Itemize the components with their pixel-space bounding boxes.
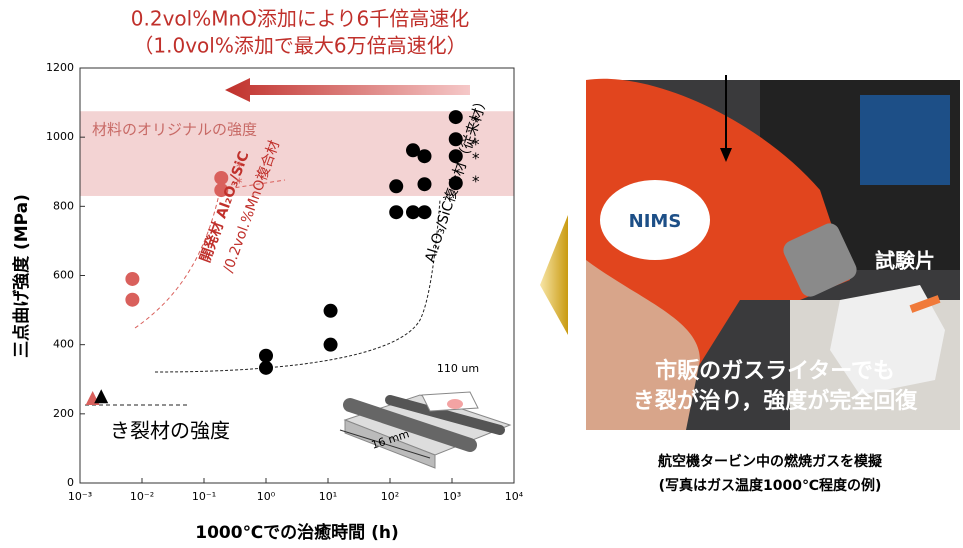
data-point: [406, 205, 421, 220]
caption: (写真はガス温度1000℃程度の例): [659, 477, 882, 494]
caption: 航空機タービン中の燃焼ガスを模擬: [658, 453, 883, 470]
annotation: *: [472, 150, 480, 168]
data-point: [448, 132, 463, 147]
bend-test-diagram: [339, 391, 512, 469]
y-tick-label: 200: [53, 407, 74, 420]
trend-line: [154, 199, 441, 373]
x-tick-label: 10³: [443, 490, 461, 503]
trend-line: [134, 179, 286, 329]
annotation: *: [472, 113, 480, 131]
annotation: *: [236, 161, 243, 176]
data-point: [214, 183, 229, 198]
data-point: [125, 292, 140, 307]
data-point: [94, 389, 109, 404]
data-point: [417, 177, 432, 192]
data-point: [448, 149, 463, 164]
photo-text: 市販のガスライターでも: [655, 358, 895, 384]
y-tick-label: 1000: [46, 130, 74, 143]
data-point: [214, 170, 229, 185]
data-point: [417, 205, 432, 220]
data-point: [125, 271, 140, 286]
pointer-arrow: [540, 215, 568, 335]
y-tick-label: 400: [53, 338, 74, 351]
data-point: [389, 205, 404, 220]
logo: NIMS: [629, 211, 682, 232]
reference-band: [80, 111, 514, 196]
data-point: [259, 348, 273, 363]
annotation: き裂材の強度: [110, 419, 230, 443]
annotation: *: [472, 136, 480, 154]
x-tick-label: 10²: [381, 490, 399, 503]
data-point: [389, 179, 404, 194]
y-tick-label: 0: [67, 476, 74, 489]
specimen-label: 試験片: [875, 249, 935, 273]
x-axis-label: 1000℃での治癒時間 (h): [195, 522, 398, 543]
data-point: [259, 360, 273, 375]
x-tick-label: 10⁰: [257, 490, 276, 503]
x-tick-label: 10⁻³: [68, 490, 92, 503]
data-point: [448, 110, 463, 125]
y-tick-label: 1200: [46, 61, 74, 74]
data-point: [417, 149, 432, 164]
y-axis-label: 三点曲げ強度 (MPa): [11, 194, 32, 358]
y-tick-label: 800: [53, 199, 74, 212]
chart-title: 0.2vol%MnO添加により6千倍高速化: [131, 7, 469, 31]
annotation: *: [236, 177, 243, 192]
data-point: [323, 337, 338, 352]
x-tick-label: 10¹: [319, 490, 337, 503]
data-point: [448, 176, 463, 191]
data-point: [323, 303, 338, 318]
speed-arrow: [225, 78, 470, 102]
photo: 試験片 市販のガスライターでも き裂が治り，強度が完全回復 NIMS: [586, 75, 960, 430]
annotation: 110 um: [437, 362, 479, 375]
x-tick-label: 10⁻²: [130, 490, 154, 503]
x-tick-label: 10⁻¹: [192, 490, 216, 503]
y-tick-label: 600: [53, 269, 74, 282]
annotation: *: [472, 173, 480, 191]
photo-text: き裂が治り，強度が完全回復: [633, 388, 918, 414]
data-point: [406, 143, 421, 158]
chart-subtitle: （1.0vol%添加で最大6万倍高速化）: [133, 34, 466, 58]
band-label: 材料のオリジナルの強度: [92, 121, 257, 139]
x-tick-label: 10⁴: [505, 490, 524, 503]
